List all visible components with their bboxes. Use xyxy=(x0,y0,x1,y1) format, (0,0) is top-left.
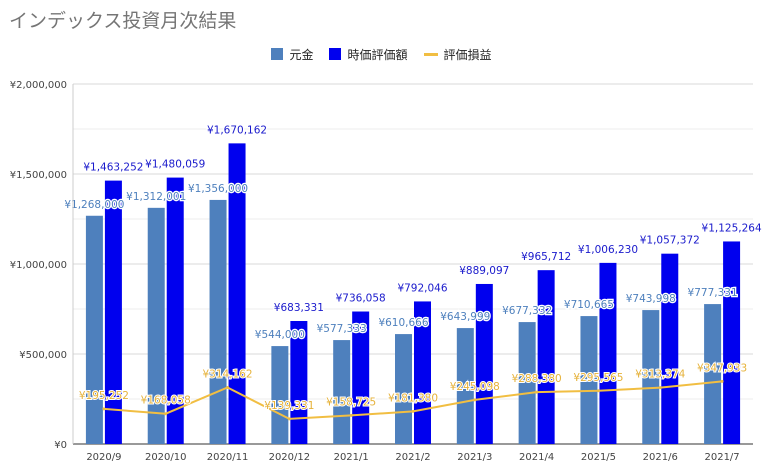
bar-valuation xyxy=(475,283,493,444)
bar-principal xyxy=(271,346,289,444)
y-tick-label: ¥2,000,000 xyxy=(10,80,67,91)
data-label-principal: ¥1,268,000 xyxy=(64,199,124,211)
x-tick-label: 2020/10 xyxy=(145,452,187,463)
legend-swatch-valuation xyxy=(329,48,342,60)
data-label-pnl: ¥168,058 xyxy=(141,395,191,407)
legend-label-valuation: 時価評価額 xyxy=(347,47,408,62)
data-label-valuation: ¥965,712 xyxy=(521,251,571,263)
chart-title: インデックス投資月次結果 xyxy=(9,10,237,32)
x-tick-label: 2021/5 xyxy=(581,452,616,463)
data-label-valuation: ¥889,097 xyxy=(459,265,509,277)
data-label-pnl: ¥181,380 xyxy=(388,392,438,404)
bar-valuation xyxy=(352,311,370,444)
data-label-valuation: ¥736,058 xyxy=(336,293,386,305)
bar-principal xyxy=(147,207,165,444)
data-label-pnl: ¥347,933 xyxy=(697,362,747,374)
bar-principal xyxy=(209,199,227,444)
legend: 元金 時価評価額 評価損益 xyxy=(0,44,763,64)
y-tick-label: ¥1,500,000 xyxy=(10,170,67,181)
data-label-pnl: ¥139,331 xyxy=(264,400,314,412)
x-tick-label: 2021/1 xyxy=(334,452,369,463)
bar-principal xyxy=(580,316,598,444)
bar-valuation xyxy=(166,177,184,444)
legend-label-principal: 元金 xyxy=(289,47,314,62)
data-label-principal: ¥544,000 xyxy=(255,329,305,341)
point-pnl xyxy=(535,390,539,394)
bar-principal xyxy=(456,328,474,444)
bar-valuation xyxy=(599,262,617,444)
x-tick-label: 2021/4 xyxy=(519,452,554,463)
x-tick-label: 2020/12 xyxy=(269,452,311,463)
data-label-valuation: ¥1,057,372 xyxy=(640,235,700,247)
data-label-valuation: ¥1,463,252 xyxy=(83,162,143,174)
x-tick-label: 2021/2 xyxy=(395,452,430,463)
point-pnl xyxy=(226,385,230,389)
point-pnl xyxy=(720,379,724,383)
legend-item-pnl[interactable]: 評価損益 xyxy=(423,46,492,63)
legend-swatch-principal xyxy=(271,48,284,60)
bar-valuation xyxy=(537,270,555,444)
bar-valuation xyxy=(723,241,741,444)
data-label-pnl: ¥195,252 xyxy=(79,390,129,402)
point-pnl xyxy=(411,409,415,413)
bar-principal xyxy=(333,340,351,444)
legend-label-pnl: 評価損益 xyxy=(443,47,492,62)
data-label-valuation: ¥1,480,059 xyxy=(145,159,205,171)
y-tick-label: ¥0 xyxy=(54,440,67,451)
data-label-principal: ¥1,356,000 xyxy=(188,183,248,195)
data-label-principal: ¥777,331 xyxy=(688,287,738,299)
point-pnl xyxy=(596,389,600,393)
point-pnl xyxy=(349,413,353,417)
point-pnl xyxy=(102,407,106,411)
bar-valuation xyxy=(228,143,246,444)
bar-principal xyxy=(85,215,103,444)
point-pnl xyxy=(164,412,168,416)
legend-item-principal[interactable]: 元金 xyxy=(271,46,313,63)
data-label-principal: ¥677,332 xyxy=(502,305,552,317)
data-label-pnl: ¥288,380 xyxy=(512,373,562,385)
x-tick-label: 2021/6 xyxy=(643,452,678,463)
x-tick-label: 2020/11 xyxy=(207,452,249,463)
y-tick-label: ¥1,000,000 xyxy=(10,260,67,271)
data-label-pnl: ¥158,725 xyxy=(326,396,376,408)
bar-principal xyxy=(704,304,722,444)
data-label-principal: ¥710,665 xyxy=(564,299,614,311)
data-label-valuation: ¥1,125,264 xyxy=(702,222,762,234)
data-label-valuation: ¥1,670,162 xyxy=(207,124,267,136)
point-pnl xyxy=(473,398,477,402)
data-label-valuation: ¥792,046 xyxy=(397,282,447,294)
bar-principal xyxy=(395,334,412,444)
data-label-principal: ¥743,998 xyxy=(626,293,676,305)
point-pnl xyxy=(658,386,662,390)
data-label-valuation: ¥683,331 xyxy=(274,302,324,314)
bar-principal xyxy=(642,310,660,444)
bar-principal xyxy=(518,322,536,444)
legend-swatch-pnl xyxy=(423,52,438,56)
x-tick-label: 2020/9 xyxy=(86,452,121,463)
point-pnl xyxy=(287,417,291,421)
bar-valuation xyxy=(290,321,308,444)
x-tick-label: 2021/3 xyxy=(457,452,492,463)
data-label-pnl: ¥314,162 xyxy=(202,368,252,380)
data-label-principal: ¥577,333 xyxy=(317,323,367,335)
data-label-principal: ¥1,312,001 xyxy=(126,191,186,203)
data-label-pnl: ¥245,098 xyxy=(450,381,500,393)
y-tick-label: ¥500,000 xyxy=(19,350,67,361)
x-tick-label: 2021/7 xyxy=(704,452,739,463)
legend-item-valuation[interactable]: 時価評価額 xyxy=(329,46,408,63)
data-label-pnl: ¥295,565 xyxy=(573,372,623,384)
bar-valuation xyxy=(104,180,122,445)
data-label-principal: ¥610,666 xyxy=(378,317,428,329)
data-label-principal: ¥643,999 xyxy=(440,311,490,323)
data-label-valuation: ¥1,006,230 xyxy=(578,244,638,256)
bar-valuation xyxy=(661,253,679,444)
data-label-pnl: ¥313,374 xyxy=(635,369,685,381)
